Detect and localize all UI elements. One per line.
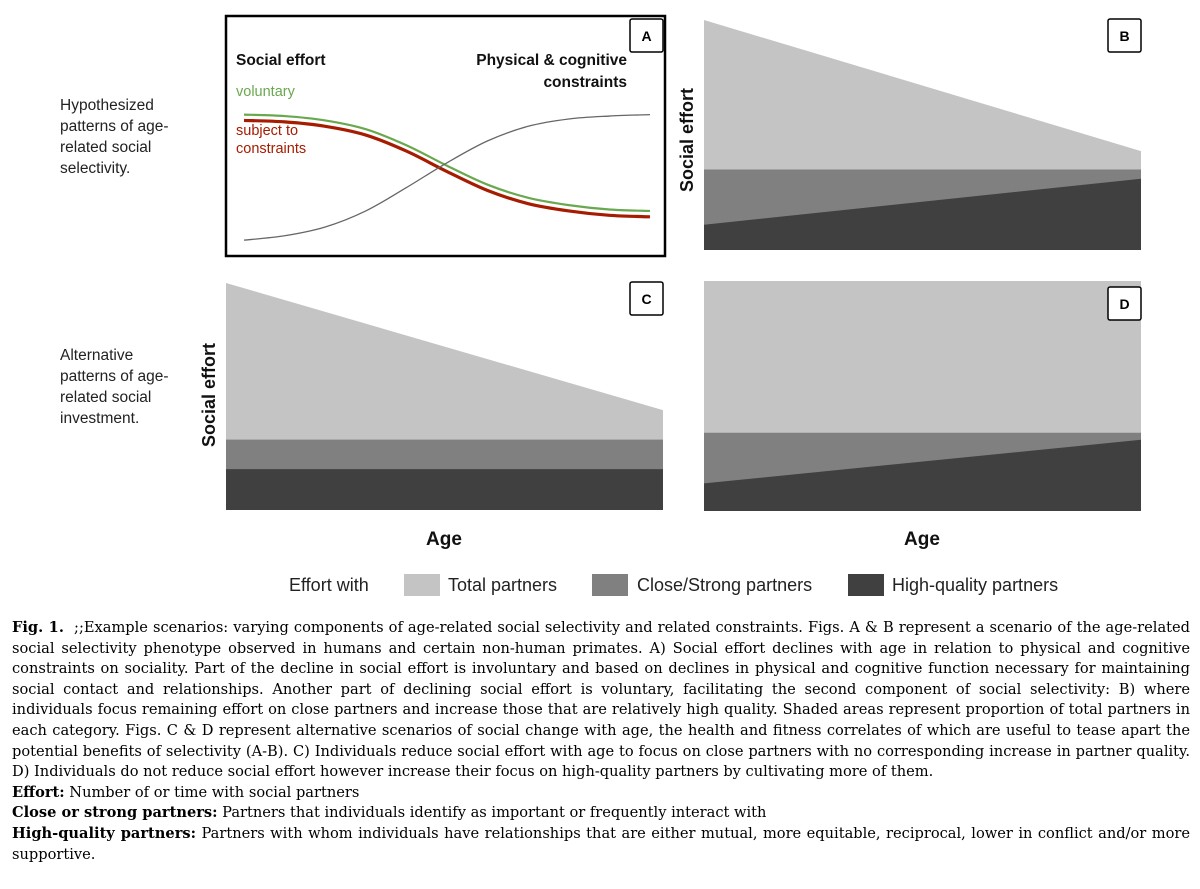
panel-d-x-axis-label: Age (904, 529, 940, 550)
panel-d: D Age (704, 281, 1142, 550)
physical-cognitive-constraints-curve (243, 113, 651, 241)
panel-c: C Social effort Age (199, 281, 664, 550)
legend-label-total: Total partners (448, 575, 557, 595)
high-quality-partners-area (704, 178, 1141, 250)
legend-title: Effort with (289, 575, 369, 595)
caption-fig-text: ;;Example scenarios: varying components … (12, 619, 1190, 781)
panel-c-letter-box (629, 281, 664, 316)
legend-label-quality: High-quality partners (892, 575, 1058, 595)
caption-main: Fig. 1. ;;Example scenarios: varying com… (12, 618, 1190, 783)
high-quality-partners-area (704, 439, 1141, 511)
high-quality-partners-area (226, 469, 663, 510)
panel-d-letter-box (1107, 286, 1142, 321)
definition-text: Partners with whom individuals have rela… (12, 824, 1190, 863)
definition-text: Partners that individuals identify as im… (222, 804, 767, 822)
panel-a-frame (224, 14, 667, 258)
definition-text: Number of or time with social partners (69, 783, 360, 801)
caption-fig-label: Fig. 1. (12, 619, 64, 636)
definition-term: High-quality partners: (12, 824, 196, 842)
panel-b-letter-box (1107, 18, 1142, 53)
row-label-top: Hypothesized patterns of age-related soc… (60, 97, 169, 177)
legend: Effort with Total partners Close/Strong … (289, 574, 1058, 596)
panel-c-y-axis-label: Social effort (199, 343, 219, 447)
definition-term: Effort: (12, 783, 65, 801)
constrained-label-line1: subject to (236, 123, 298, 139)
social-effort-heading: Social effort (236, 52, 326, 69)
panel-c-x-axis-label: Age (426, 529, 462, 550)
panel-a-letter-box (629, 18, 664, 53)
row-label-bottom: Alternative patterns of age-related soci… (60, 347, 169, 427)
legend-label-close: Close/Strong partners (637, 575, 812, 595)
panel-a-letter: A (641, 28, 651, 44)
panel-b-y-axis-label: Social effort (677, 88, 697, 192)
constraints-heading-line2: constraints (543, 74, 627, 91)
constrained-label-line2: constraints (236, 141, 306, 157)
definition-term: Close or strong partners: (12, 804, 218, 822)
legend-swatch-quality (848, 574, 884, 596)
panel-d-letter: D (1119, 296, 1129, 312)
definition-close-partners: Close or strong partners: Partners that … (12, 803, 1190, 824)
panel-a-lines (243, 113, 651, 241)
panel-d-areas (704, 281, 1141, 511)
constraints-heading-line1: Physical & cognitive (476, 52, 627, 69)
constrained-curve (243, 118, 651, 219)
legend-swatch-close (592, 574, 628, 596)
panel-b-letter: B (1119, 28, 1129, 44)
panel-a: A Social effort Physical & cognitive con… (224, 14, 667, 258)
voluntary-label: voluntary (236, 84, 296, 100)
panel-c-letter: C (641, 291, 651, 307)
panel-b-areas (704, 20, 1141, 250)
voluntary-curve (243, 113, 651, 213)
definition-high-quality-partners: High-quality partners: Partners with who… (12, 824, 1190, 865)
figure-canvas: A Social effort Physical & cognitive con… (199, 14, 1142, 596)
definition-effort: Effort: Number of or time with social pa… (12, 783, 1190, 804)
panel-b: B Social effort (677, 18, 1142, 250)
panel-c-areas (226, 283, 663, 510)
legend-swatch-total (404, 574, 440, 596)
figure-caption: Fig. 1. ;;Example scenarios: varying com… (12, 618, 1190, 865)
